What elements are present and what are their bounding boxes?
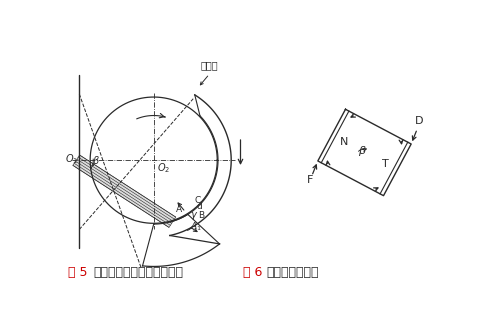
Text: d: d <box>197 202 202 211</box>
Text: N: N <box>340 137 348 147</box>
Text: $O_2$: $O_2$ <box>157 161 170 175</box>
Text: T: T <box>382 159 389 169</box>
Text: A: A <box>176 205 182 214</box>
Text: 图 5: 图 5 <box>68 266 88 279</box>
Text: 图 6: 图 6 <box>243 266 262 279</box>
Text: β: β <box>92 156 98 166</box>
Text: 物料在环模内的受力分析图: 物料在环模内的受力分析图 <box>93 266 183 279</box>
Text: B: B <box>198 211 204 220</box>
Text: D: D <box>415 116 423 126</box>
Text: 物料块受力分析: 物料块受力分析 <box>267 266 319 279</box>
Text: $A_1$: $A_1$ <box>190 220 202 233</box>
Polygon shape <box>73 155 176 227</box>
Text: $O_1$: $O_1$ <box>65 152 79 166</box>
Text: β: β <box>358 146 366 156</box>
Text: C: C <box>194 196 200 205</box>
Text: γ: γ <box>190 210 196 221</box>
Text: 挤压区: 挤压区 <box>200 60 218 70</box>
Text: F: F <box>307 175 313 185</box>
